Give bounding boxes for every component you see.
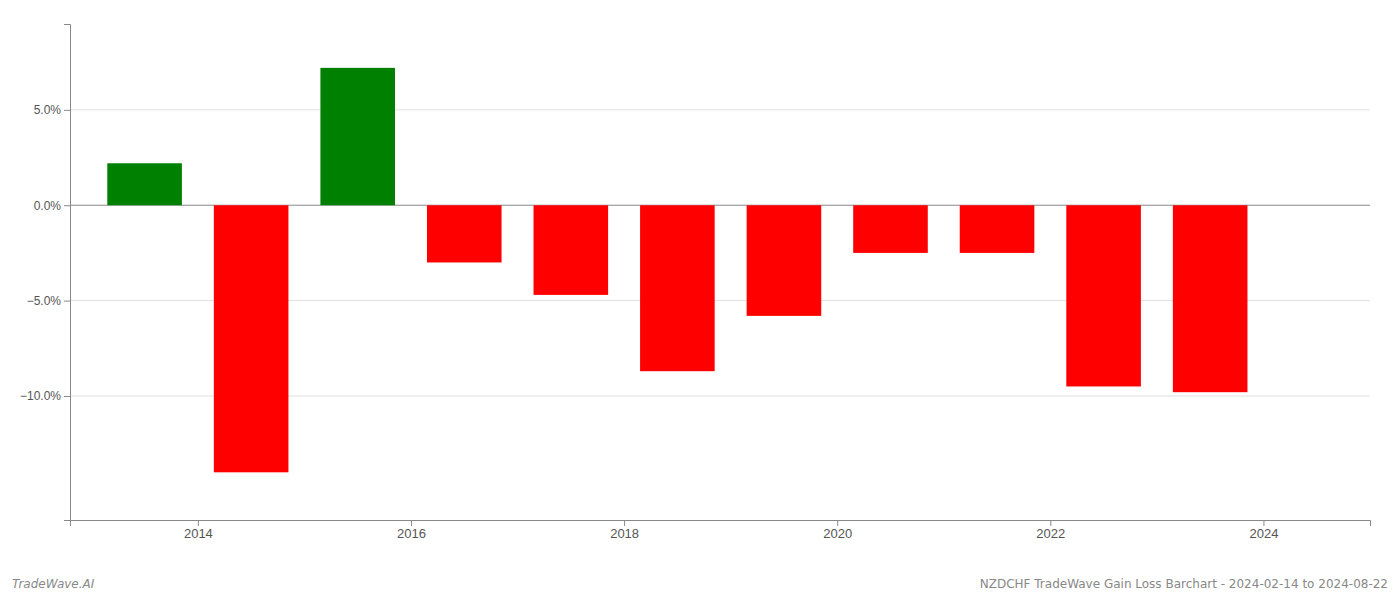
bar [534,205,609,295]
bar [214,205,289,472]
bar [640,205,715,371]
x-tick-mark [411,520,412,526]
bar [427,205,502,262]
y-tick-mark [64,301,70,302]
bar [320,68,395,205]
y-axis-line [64,25,71,521]
grid-line [70,109,1370,110]
x-tick: 2020 [823,520,852,541]
x-tick-mark [624,520,625,526]
y-axis: −10.0% −5.0% 0.0% 5.0% [20,25,71,521]
bar [1173,205,1248,392]
y-tick: 0.0% [34,199,70,213]
plot: −10.0%−5.0%0.0%5.0%201420162018202020222… [20,25,1371,542]
bar [1066,205,1141,386]
y-tick: −5.0% [27,294,70,308]
bar [853,205,928,253]
footer-right: NZDCHF TradeWave Gain Loss Barchart - 20… [980,577,1388,591]
x-tick: 2024 [1249,520,1278,541]
x-tick-label: 2014 [184,526,213,541]
y-tick: −10.0% [20,389,70,403]
x-tick-label: 2020 [823,526,852,541]
bar [747,205,822,316]
y-tick-mark [64,396,70,397]
x-tick: 2018 [610,520,639,541]
chart: −10.0%−5.0%0.0%5.0%201420162018202020222… [0,0,1400,600]
x-tick-label: 2018 [610,526,639,541]
x-tick-mark [1263,520,1264,526]
x-tick-mark [198,520,199,526]
y-tick-mark [64,205,70,206]
y-tick-label: −5.0% [27,294,62,308]
y-tick: 5.0% [34,103,70,117]
bar [107,163,182,205]
x-axis: 2014 2016 2018 2020 2022 2024 [71,520,1371,541]
y-tick-label: 5.0% [34,103,62,117]
x-tick: 2016 [397,520,426,541]
x-tick-label: 2016 [397,526,426,541]
x-tick-mark [1050,520,1051,526]
bars [107,68,1247,472]
x-tick-mark [837,520,838,526]
x-tick-label: 2024 [1249,526,1278,541]
x-tick: 2014 [184,520,213,541]
bar [960,205,1035,253]
x-axis-line [71,521,1371,527]
x-tick: 2022 [1036,520,1065,541]
y-tick-mark [64,110,70,111]
y-tick-label: −10.0% [20,389,61,403]
x-tick-label: 2022 [1036,526,1065,541]
footer-left: TradeWave.AI [12,577,95,591]
y-tick-label: 0.0% [34,199,62,213]
